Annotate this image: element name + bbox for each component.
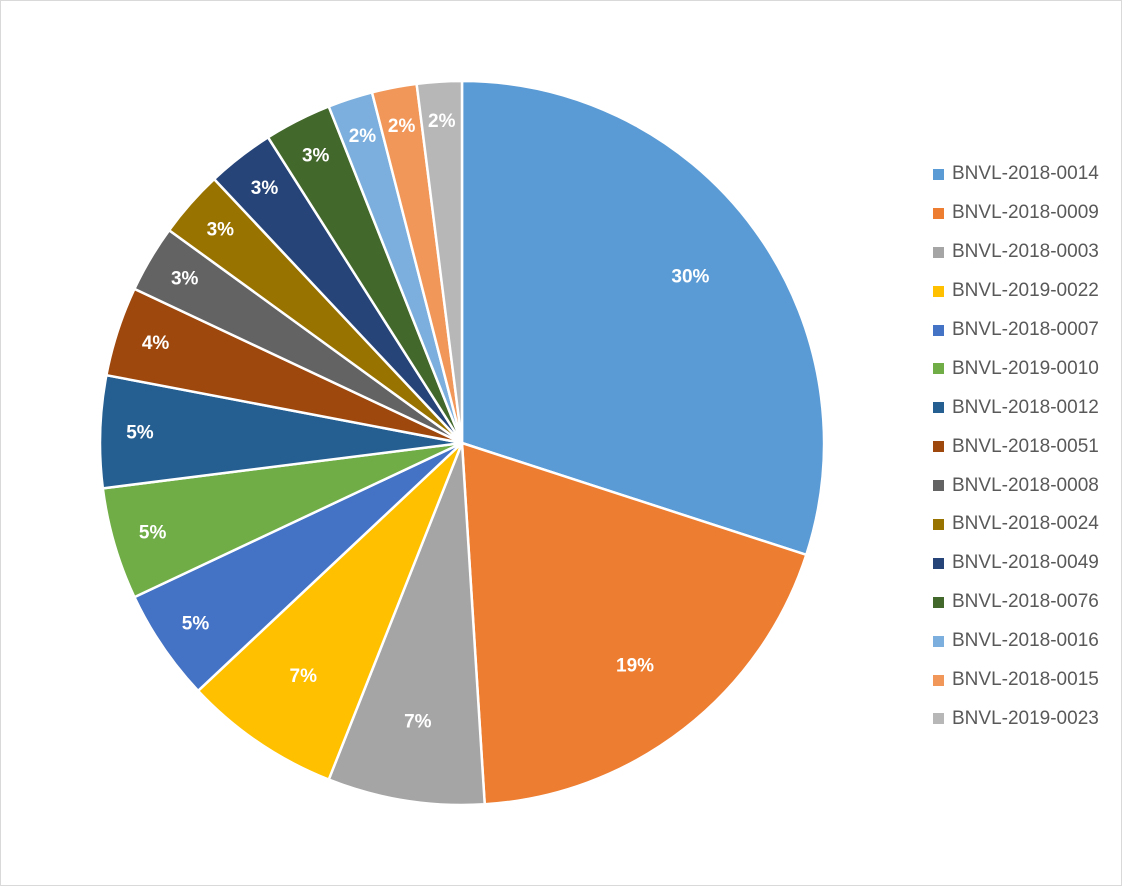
data-label-bnvl-2018-0076: 3% [302,145,330,166]
legend-swatch [933,713,944,725]
legend-swatch [933,402,944,414]
legend-label: BNVL-2018-0015 [952,669,1099,691]
legend-label: BNVL-2018-0009 [952,202,1099,224]
pie-slice-bnvl-2018-0014 [460,79,826,557]
data-label-bnvl-2018-0015: 2% [388,116,416,137]
legend-label: BNVL-2018-0016 [952,630,1099,652]
pie-data-labels: 30% 19% 7% 7% 5% 5% 5% 4% 3% 3% 3% 3% 2% 2% 2% [126,111,709,732]
data-label-bnvl-2018-0024: 3% [207,219,235,240]
data-label-bnvl-2019-0023: 2% [428,111,456,132]
legend-item-bnvl-2018-0009: BNVL-2018-0009 [933,194,1118,233]
legend-item-bnvl-2018-0007: BNVL-2018-0007 [933,311,1118,350]
legend-item-bnvl-2018-0014: BNVL-2018-0014 [933,155,1118,194]
legend-swatch [933,674,944,686]
chart-legend: BNVL-2018-0014 BNVL-2018-0009 BNVL-2018-00… [933,155,1118,738]
legend-label: BNVL-2019-0010 [952,357,1099,379]
legend-item-bnvl-2019-0022: BNVL-2019-0022 [933,272,1118,311]
data-label-bnvl-2018-0008: 3% [171,268,199,289]
legend-swatch [933,324,944,336]
data-label-bnvl-2018-0051: 4% [142,333,170,354]
pie-slice-bnvl-2019-0023 [415,79,464,445]
legend-label: BNVL-2018-0024 [952,513,1099,535]
legend-label: BNVL-2018-0008 [952,474,1099,496]
legend-item-bnvl-2018-0076: BNVL-2018-0076 [933,583,1118,622]
legend-label: BNVL-2018-0076 [952,591,1099,613]
legend-label: BNVL-2019-0023 [952,707,1099,729]
data-label-bnvl-2018-0012: 5% [126,422,154,443]
pie-slice-bnvl-2018-0009 [460,441,808,806]
legend-item-bnvl-2018-0051: BNVL-2018-0051 [933,427,1118,466]
legend-swatch [933,246,944,258]
data-label-bnvl-2019-0022: 7% [290,666,318,687]
legend-swatch [933,441,944,453]
legend-item-bnvl-2018-0016: BNVL-2018-0016 [933,622,1118,661]
legend-label: BNVL-2018-0014 [952,163,1099,185]
legend-item-bnvl-2019-0023: BNVL-2019-0023 [933,699,1118,738]
legend-swatch [933,596,944,608]
legend-item-bnvl-2018-0049: BNVL-2018-0049 [933,544,1118,583]
pie-slice-bnvl-2018-0003 [327,441,486,807]
legend-swatch [933,207,944,219]
data-label-bnvl-2018-0014: 30% [671,267,709,288]
data-label-bnvl-2018-0007: 5% [182,614,210,635]
legend-swatch [933,363,944,375]
legend-swatch [933,557,944,569]
data-label-bnvl-2019-0010: 5% [139,522,167,543]
data-label-bnvl-2018-0003: 7% [404,711,432,732]
legend-label: BNVL-2018-0007 [952,319,1099,340]
legend-item-bnvl-2019-0010: BNVL-2019-0010 [933,349,1118,388]
legend-item-bnvl-2018-0003: BNVL-2018-0003 [933,233,1118,272]
legend-item-bnvl-2018-0008: BNVL-2018-0008 [933,466,1118,505]
legend-label: BNVL-2018-0003 [952,241,1099,263]
legend-label: BNVL-2018-0051 [952,435,1099,457]
legend-label: BNVL-2018-0012 [952,396,1099,418]
legend-swatch [933,518,944,530]
legend-label: BNVL-2019-0022 [952,280,1099,302]
legend-swatch [933,635,944,647]
legend-swatch [933,480,944,492]
data-label-bnvl-2018-0049: 3% [251,178,279,199]
legend-item-bnvl-2018-0024: BNVL-2018-0024 [933,505,1118,544]
legend-label: BNVL-2018-0049 [952,552,1099,574]
legend-swatch [933,168,944,180]
legend-item-bnvl-2018-0015: BNVL-2018-0015 [933,661,1118,700]
data-label-bnvl-2018-0016: 2% [349,126,377,147]
pie-slices [98,79,826,807]
legend-item-bnvl-2018-0012: BNVL-2018-0012 [933,388,1118,427]
data-label-bnvl-2018-0009: 19% [616,656,654,677]
pie-slice-bnvl-2019-0022 [196,441,464,781]
legend-swatch [933,285,944,297]
